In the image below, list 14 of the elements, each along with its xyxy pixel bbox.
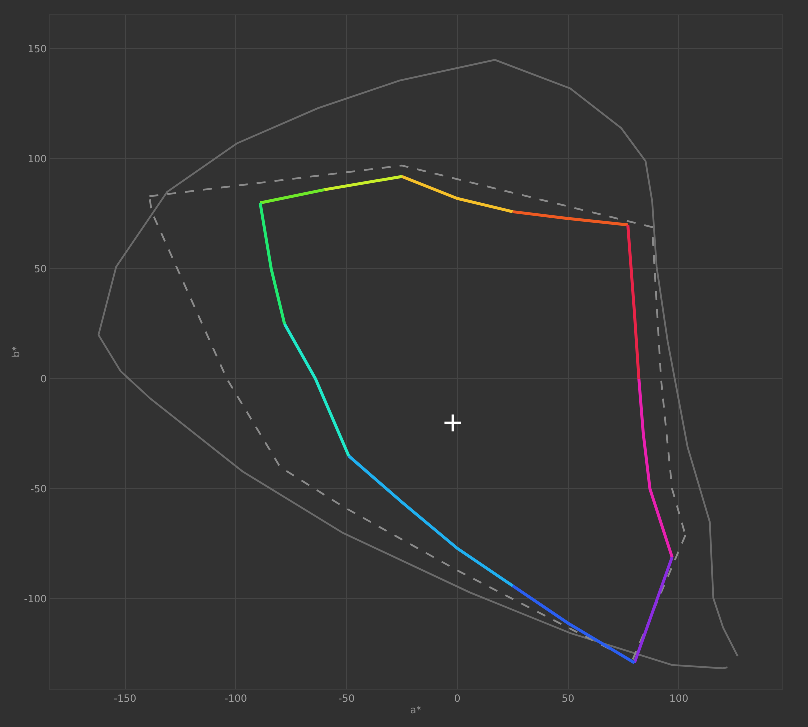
x-tick-label: 0 <box>454 694 461 705</box>
x-tick-label: -50 <box>338 694 355 705</box>
y-tick-label: 150 <box>28 44 47 56</box>
y-tick-label: -100 <box>24 594 47 606</box>
y-tick-label: 100 <box>28 154 47 166</box>
y-axis-title: b* <box>11 346 22 358</box>
x-tick-label: 100 <box>669 694 689 705</box>
y-tick-label: 0 <box>40 374 47 386</box>
y-tick-label: 50 <box>34 264 47 276</box>
x-tick-label: -100 <box>224 694 248 705</box>
x-tick-label: -150 <box>114 694 137 705</box>
x-tick-label: 50 <box>562 694 575 705</box>
x-axis-title: a* <box>410 706 422 716</box>
y-tick-label: -50 <box>30 484 47 496</box>
